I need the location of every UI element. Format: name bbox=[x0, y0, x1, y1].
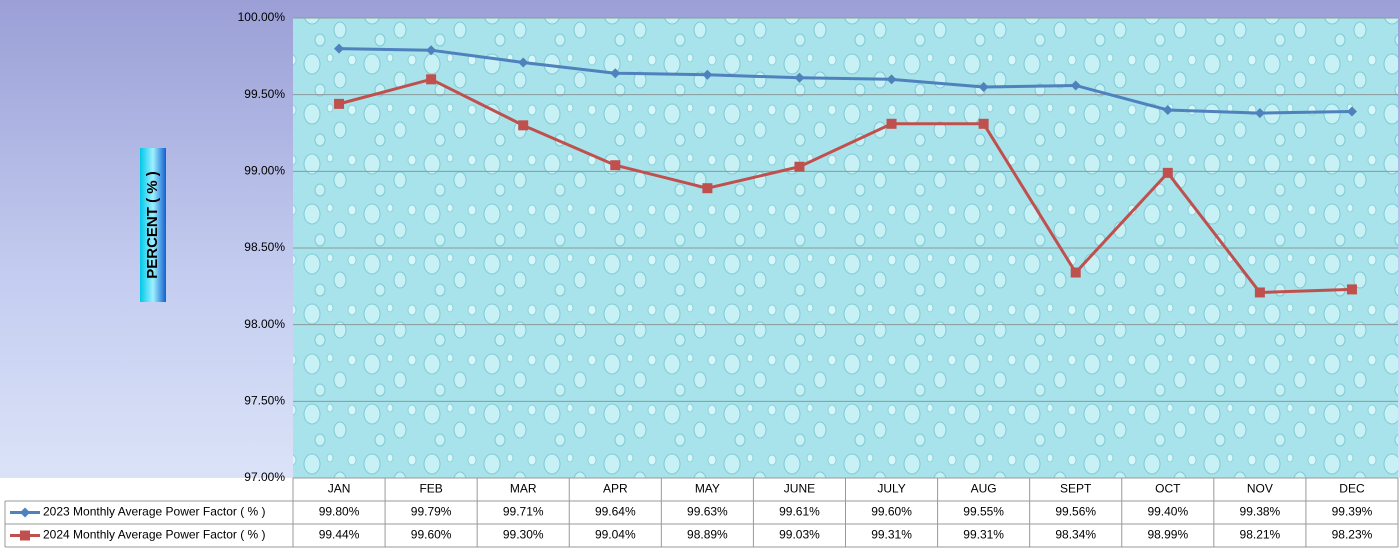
marker bbox=[1346, 106, 1357, 117]
marker bbox=[1162, 105, 1173, 115]
table-value: 99.64% bbox=[595, 505, 636, 519]
marker bbox=[794, 72, 805, 83]
marker bbox=[610, 160, 621, 171]
x-tick-label: JUNE bbox=[784, 482, 815, 496]
marker bbox=[1070, 267, 1081, 278]
table-value: 99.03% bbox=[779, 528, 820, 542]
table-value: 99.40% bbox=[1147, 505, 1188, 519]
marker bbox=[426, 45, 437, 56]
series-line bbox=[339, 47, 1352, 115]
marker bbox=[334, 43, 345, 54]
x-tick-label: JAN bbox=[328, 482, 351, 496]
table-value: 98.23% bbox=[1332, 528, 1373, 542]
table-value: 99.71% bbox=[503, 505, 544, 519]
marker bbox=[20, 507, 30, 518]
y-label-box bbox=[140, 148, 166, 302]
x-tick-label: OCT bbox=[1155, 482, 1181, 496]
marker bbox=[1254, 108, 1265, 119]
marker bbox=[518, 120, 529, 131]
y-tick-label: 97.00% bbox=[244, 470, 285, 484]
table-value: 99.04% bbox=[595, 528, 636, 542]
x-tick-label: NOV bbox=[1247, 482, 1273, 496]
marker bbox=[426, 74, 437, 85]
marker bbox=[610, 68, 621, 79]
marker bbox=[702, 69, 713, 80]
table-background bbox=[0, 478, 1400, 555]
table-value: 99.31% bbox=[963, 528, 1004, 542]
marker bbox=[1070, 80, 1081, 91]
marker bbox=[1254, 287, 1265, 298]
table-value: 99.44% bbox=[319, 528, 360, 542]
y-axis-label: PERCENT ( % ) bbox=[144, 171, 161, 279]
table-value: 99.61% bbox=[779, 505, 820, 519]
marker bbox=[1162, 167, 1173, 178]
table-value: 98.89% bbox=[687, 528, 728, 542]
table-value: 98.34% bbox=[1055, 528, 1096, 542]
y-tick-label: 99.50% bbox=[244, 87, 285, 101]
marker bbox=[978, 118, 989, 129]
marker bbox=[20, 530, 30, 541]
x-tick-label: DEC bbox=[1339, 482, 1365, 496]
marker bbox=[702, 183, 713, 194]
table-value: 98.21% bbox=[1240, 528, 1281, 542]
table-value: 99.55% bbox=[963, 505, 1004, 519]
table-value: 99.39% bbox=[1332, 505, 1373, 519]
table-value: 99.30% bbox=[503, 528, 544, 542]
table-value: 99.63% bbox=[687, 505, 728, 519]
table-value: 99.56% bbox=[1055, 505, 1096, 519]
y-tick-label: 98.50% bbox=[244, 240, 285, 254]
table-value: 98.99% bbox=[1147, 528, 1188, 542]
marker bbox=[1346, 284, 1357, 295]
x-tick-label: FEB bbox=[419, 482, 442, 496]
y-tick-label: 99.00% bbox=[244, 164, 285, 178]
legend-label: 2023 Monthly Average Power Factor ( % ) bbox=[43, 505, 266, 519]
marker bbox=[978, 82, 989, 92]
table-value: 99.79% bbox=[411, 505, 452, 519]
legend-label: 2024 Monthly Average Power Factor ( % ) bbox=[43, 528, 266, 542]
x-tick-label: MAR bbox=[510, 482, 537, 496]
marker bbox=[794, 161, 805, 172]
x-tick-label: MAY bbox=[695, 482, 720, 496]
x-tick-label: JULY bbox=[877, 482, 905, 496]
x-tick-label: AUG bbox=[971, 482, 997, 496]
y-tick-label: 98.00% bbox=[244, 317, 285, 331]
y-tick-label: 97.50% bbox=[244, 394, 285, 408]
table-value: 99.60% bbox=[871, 505, 912, 519]
series-line bbox=[338, 77, 1353, 294]
table-value: 99.38% bbox=[1240, 505, 1281, 519]
y-tick-label: 100.00% bbox=[238, 10, 286, 24]
x-tick-label: SEPT bbox=[1060, 482, 1092, 496]
table-value: 99.80% bbox=[319, 505, 360, 519]
table-value: 99.31% bbox=[871, 528, 912, 542]
marker bbox=[334, 98, 345, 109]
table-value: 99.60% bbox=[411, 528, 452, 542]
marker bbox=[886, 118, 897, 129]
marker bbox=[518, 57, 529, 68]
x-tick-label: APR bbox=[603, 482, 628, 496]
marker bbox=[886, 74, 897, 85]
